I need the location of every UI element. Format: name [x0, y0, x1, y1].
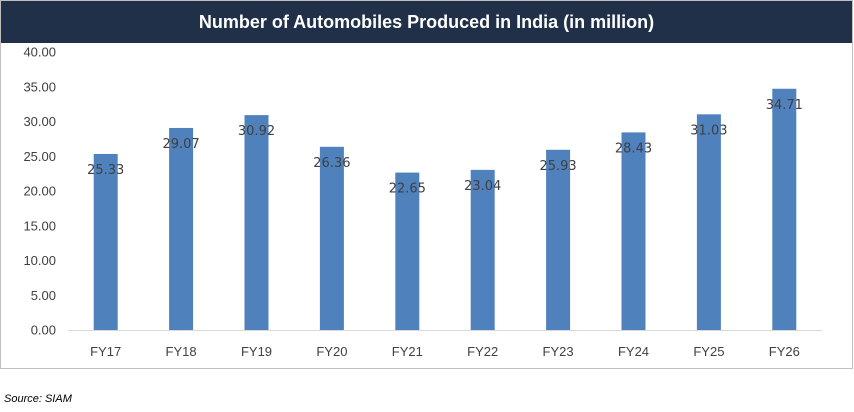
y-tick-label: 10.00: [23, 253, 56, 268]
bar: [470, 169, 495, 330]
data-label: 23.04: [464, 179, 501, 194]
data-label: 26.36: [313, 156, 350, 171]
y-tick-label: 35.00: [23, 79, 56, 94]
chart-title: Number of Automobiles Produced in India …: [1, 1, 852, 43]
y-tick-label: 30.00: [23, 114, 56, 129]
x-tick-label: FY17: [90, 344, 121, 359]
x-tick-label: FY19: [241, 344, 272, 359]
y-tick-label: 15.00: [23, 218, 56, 233]
bar-chart: 0.00 5.00 10.00 15.00 20.00 25.00 30.00 35.00 40…: [23, 45, 822, 359]
bar: [696, 114, 721, 331]
x-tick-label: FY25: [693, 344, 724, 359]
x-tick-label: FY18: [166, 344, 197, 359]
x-tick-label: FY20: [316, 344, 347, 359]
data-label: 25.93: [539, 159, 576, 174]
bar: [772, 88, 797, 330]
x-tick-label: FY26: [769, 344, 800, 359]
bar: [319, 146, 344, 330]
bar: [93, 153, 118, 330]
bar: [244, 115, 269, 330]
bar: [621, 132, 646, 330]
source-note: Source: SIAM: [4, 393, 72, 405]
y-tick-label: 5.00: [31, 288, 56, 303]
data-label: 30.92: [238, 124, 275, 139]
x-tick-label: FY22: [467, 344, 498, 359]
bar: [546, 149, 571, 330]
y-tick-label: 25.00: [23, 149, 56, 164]
data-label: 22.65: [389, 182, 426, 197]
x-tick-label: FY24: [618, 344, 649, 359]
data-label: 31.03: [690, 123, 727, 138]
data-label: 29.07: [162, 137, 199, 152]
y-tick-label: 0.00: [31, 323, 56, 338]
bar: [169, 127, 194, 330]
y-tick-label: 40.00: [23, 45, 56, 60]
data-label: 28.43: [615, 141, 652, 156]
x-tick-label: FY23: [543, 344, 574, 359]
y-tick-label: 20.00: [23, 184, 56, 199]
data-label: 34.71: [766, 98, 803, 113]
data-label: 25.33: [87, 163, 124, 178]
bar: [395, 172, 420, 330]
x-tick-label: FY21: [392, 344, 423, 359]
